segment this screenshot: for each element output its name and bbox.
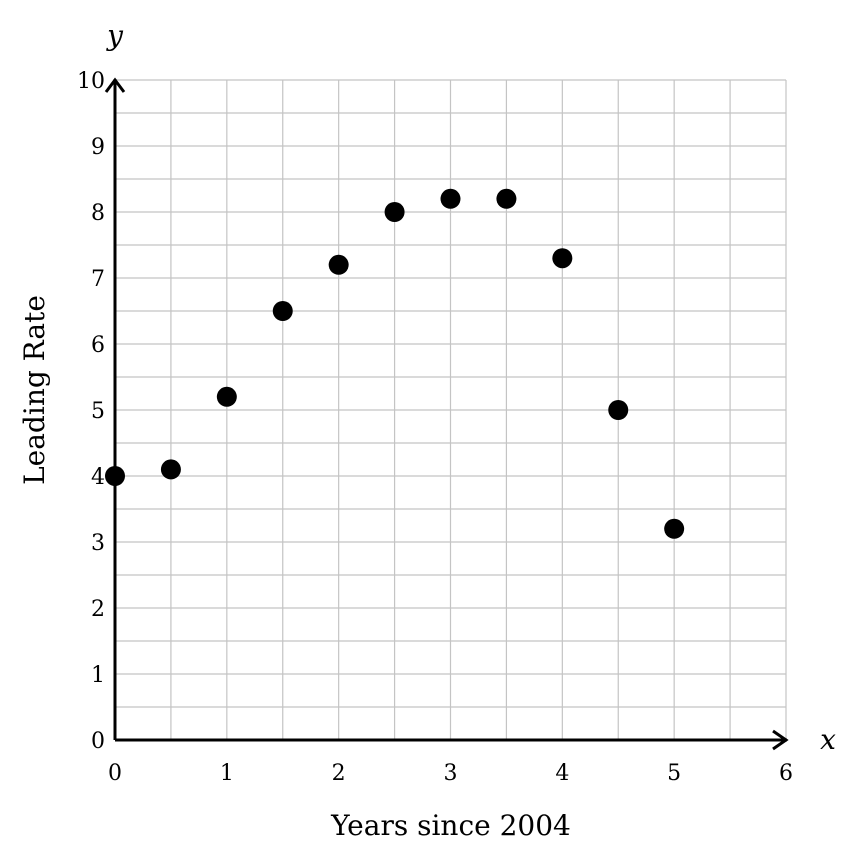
data-point — [272, 301, 293, 321]
x-tick-label: 0 — [108, 761, 122, 786]
data-point — [328, 254, 349, 275]
x-axis-title: Years since 2004 — [330, 809, 571, 842]
y-tick-label: 7 — [91, 267, 105, 292]
y-tick-label: 2 — [91, 597, 105, 622]
grid — [114, 79, 787, 741]
data-point — [216, 386, 237, 407]
y-axis-letter: y — [105, 19, 124, 52]
y-tick-label: 4 — [91, 465, 105, 490]
y-tick-label: 5 — [91, 399, 105, 424]
y-tick-label: 9 — [91, 135, 105, 160]
y-tick-label: 1 — [91, 663, 105, 688]
y-tick-labels: 0 1 2 3 4 5 6 7 8 9 10 — [77, 69, 105, 754]
data-point — [496, 188, 517, 209]
y-tick-label: 8 — [91, 201, 105, 226]
y-axis-title: Leading Rate — [18, 295, 51, 485]
data-point — [608, 400, 629, 420]
data-points — [105, 188, 685, 539]
x-tick-label: 3 — [444, 761, 458, 786]
x-tick-label: 1 — [220, 761, 234, 786]
data-point — [552, 248, 573, 269]
x-tick-label: 4 — [555, 761, 569, 786]
x-tick-labels: 0 1 2 3 4 5 6 — [108, 761, 793, 786]
y-tick-label: 3 — [91, 531, 105, 556]
y-tick-label: 0 — [91, 729, 105, 754]
data-point — [384, 202, 405, 222]
y-tick-label: 6 — [91, 333, 105, 358]
axes — [104, 77, 789, 751]
data-point — [160, 459, 181, 480]
x-tick-label: 6 — [779, 761, 793, 786]
data-point — [440, 188, 461, 209]
data-point — [664, 518, 685, 539]
y-tick-label: 10 — [77, 69, 105, 94]
x-axis-letter: x — [820, 723, 836, 756]
data-point — [105, 466, 125, 486]
x-tick-label: 2 — [332, 761, 346, 786]
x-tick-label: 5 — [667, 761, 681, 786]
